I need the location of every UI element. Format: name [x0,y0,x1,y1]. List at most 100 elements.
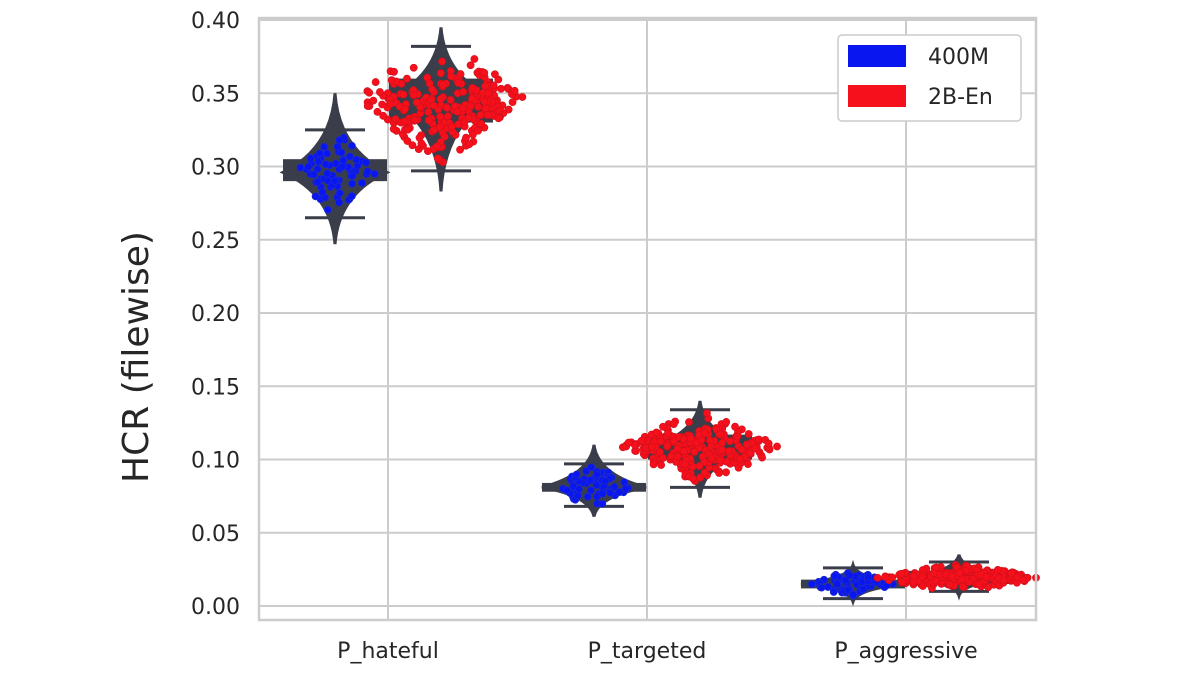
swarm-point [700,468,709,477]
swarm-point [408,141,417,150]
swarm-point [480,68,489,77]
swarm-point [690,448,699,456]
swarm-point [436,69,445,78]
swarm-point [572,470,581,479]
swarm-point [456,145,464,154]
swarm-point [410,116,419,124]
swarm-point [593,470,601,479]
swarm-point [466,102,475,111]
swarm-point [424,108,433,116]
swarm-point [409,63,418,72]
legend: 400M 2B-En [837,34,1022,122]
swarm-point [296,163,305,172]
x-tick-labels: P_hateful P_targeted P_aggressive [337,639,978,664]
swarm-point [347,192,356,201]
swarm-point [957,575,966,584]
x-tick-label: P_aggressive [834,639,977,664]
swarm-point [844,585,852,594]
swarm-point [345,152,354,161]
swarm-point [744,430,753,438]
swarm-point [587,463,596,472]
swarm-point [304,162,313,171]
swarm-point [454,78,462,87]
y-tick-label: 0.40 [191,9,240,34]
legend-swatch-2b-en [848,85,906,107]
swarm-point [495,106,504,115]
swarm-point [984,583,993,592]
legend-swatch-400m [848,45,906,67]
swarm-point [652,428,661,437]
swarm-point [830,572,839,581]
group-400M-P_hateful [279,93,391,245]
swarm-point [993,565,1002,574]
swarm-point [314,157,323,166]
swarm-point [841,576,850,585]
swarm-point [695,431,703,439]
swarm-point [656,437,665,446]
legend-label-400m: 400M [928,45,989,70]
swarm-point [744,460,752,469]
swarm-point [412,98,421,107]
swarm-point [491,70,499,79]
swarm-point [722,468,730,477]
swarm-point [323,205,332,214]
swarm-point [466,61,475,70]
swarm-point [401,104,409,113]
swarm-point [746,449,754,457]
swarm-point [664,429,672,438]
swarm-point [309,170,318,179]
swarm-point [335,189,344,198]
swarm-point [582,467,591,475]
swarm-point [447,122,456,131]
swarm-point [462,133,470,142]
plot-marks [279,27,1040,607]
swarm-point [649,460,658,469]
swarm-point [898,578,907,587]
swarm-point [562,486,571,495]
swarm-point [376,88,384,96]
y-tick-label: 0.10 [191,449,240,474]
swarm-point [573,491,582,500]
swarm-point [929,569,938,577]
y-tick-label: 0.05 [191,522,240,547]
swarm-point [669,420,678,428]
swarm-point [659,454,667,462]
y-axis-label: HCR (filewise) [116,231,157,483]
swarm-point [371,78,380,86]
group-2B-En-P_hateful [363,27,527,192]
swarm-point [390,67,398,76]
swarm-point [503,84,512,92]
swarm-point [833,580,842,589]
x-tick-label: P_targeted [588,639,707,664]
swarm-point [873,573,882,582]
swarm-point [751,444,760,453]
swarm-point [1007,569,1016,578]
swarm-point [707,442,716,451]
swarm-point [387,76,396,85]
swarm-point [718,445,726,454]
swarm-point [464,113,473,122]
swarm-point [365,88,374,97]
swarm-point [436,112,444,121]
group-400M-P_aggressive [800,559,906,607]
swarm-point [681,460,689,469]
swarm-point [348,179,356,188]
swarm-point [456,70,465,78]
group-2B-En-P_targeted [618,400,781,498]
swarm-point [476,111,485,120]
swarm-point [817,583,826,592]
swarm-point [436,123,444,132]
swarm-point [897,569,906,578]
swarm-point [465,140,474,149]
swarm-point [725,447,733,456]
swarm-point [624,438,633,447]
swarm-point [497,84,505,93]
swarm-point [357,179,366,187]
swarm-point [318,188,327,197]
swarm-point [715,469,724,477]
swarm-point [716,456,725,465]
swarm-point [731,422,739,431]
swarm-point [484,111,492,119]
swarm-point [311,192,320,201]
